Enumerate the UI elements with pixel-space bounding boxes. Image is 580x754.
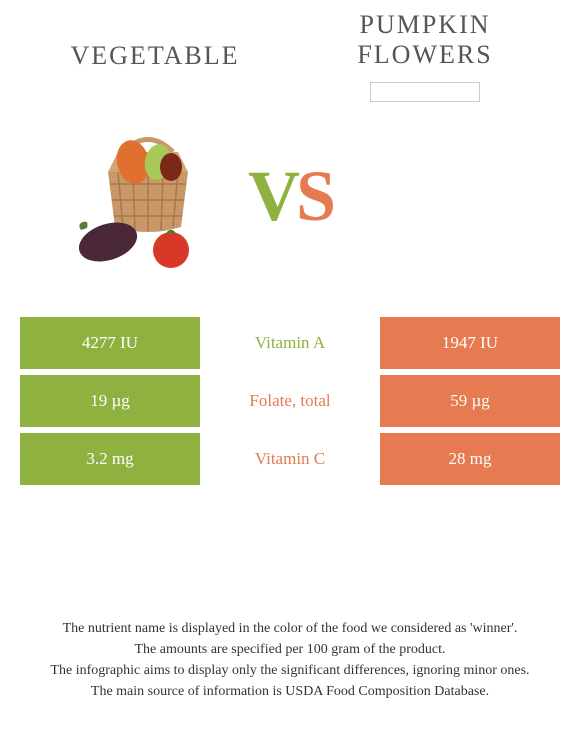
footer-line: The amounts are specified per 100 gram o… [25,641,555,660]
vs-v-letter: V [248,156,296,236]
footer-line: The nutrient name is displayed in the co… [25,620,555,639]
table-row: 3.2 mg Vitamin C 28 mg [20,433,560,491]
right-food-title: PUMPKIN FLOWERS [290,10,560,70]
left-value-cell: 19 µg [20,375,200,427]
vs-row: VS [0,107,580,317]
nutrient-cell: Folate, total [200,375,380,427]
header-left-col: VEGETABLE [20,10,290,102]
footer: The nutrient name is displayed in the co… [0,620,580,704]
table-row: 19 µg Folate, total 59 µg [20,375,560,433]
vegetable-basket-icon [63,112,233,282]
header: VEGETABLE PUMPKIN FLOWERS [0,0,580,107]
right-food-image-placeholder [370,82,480,102]
vs-label: VS [248,155,332,238]
left-value-cell: 4277 IU [20,317,200,369]
right-value-cell: 1947 IU [380,317,560,369]
nutrient-cell: Vitamin C [200,433,380,485]
vs-s-letter: S [296,156,332,236]
right-value-cell: 28 mg [380,433,560,485]
table-row: 4277 IU Vitamin A 1947 IU [20,317,560,375]
left-value-cell: 3.2 mg [20,433,200,485]
nutrient-cell: Vitamin A [200,317,380,369]
footer-line: The main source of information is USDA F… [25,683,555,702]
right-value-cell: 59 µg [380,375,560,427]
left-food-image [58,107,238,287]
left-food-title: VEGETABLE [71,41,240,71]
header-right-col: PUMPKIN FLOWERS [290,10,560,102]
right-food-image-space [342,107,522,287]
footer-line: The infographic aims to display only the… [25,662,555,681]
nutrient-table: 4277 IU Vitamin A 1947 IU 19 µg Folate, … [20,317,560,491]
